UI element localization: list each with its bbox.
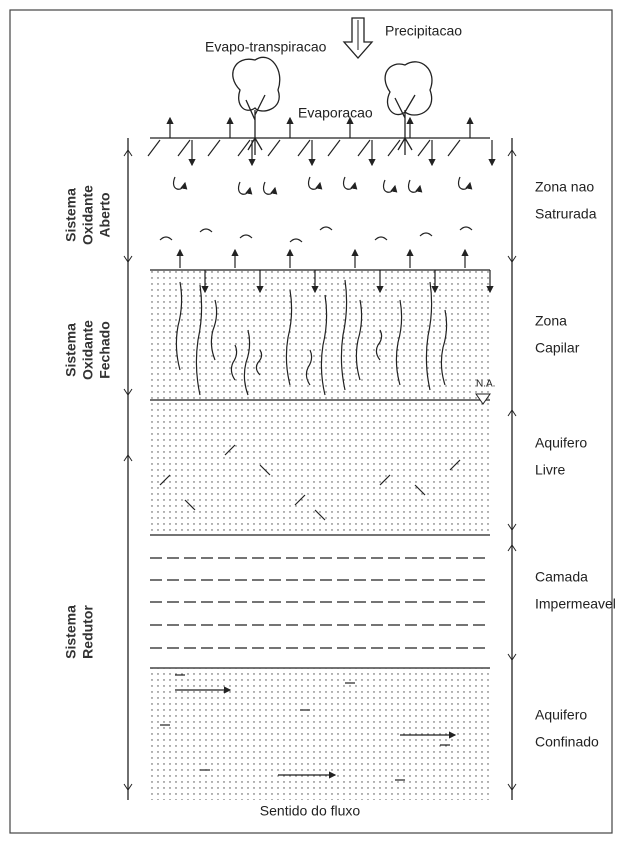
system-label: Sistema [63,323,79,377]
zone-label: Camada [535,569,588,585]
frame [9,9,613,834]
swirl [238,181,253,195]
line [259,464,271,476]
zone-label: Capilar [535,340,580,356]
line [379,474,391,486]
root [255,349,263,376]
root [243,329,251,396]
water-table-symbol [475,393,491,405]
decorations [123,116,517,791]
line [447,139,461,157]
root [175,281,183,371]
evaporation-label: Evaporacao [298,105,373,121]
zone-label: Satrurada [535,206,597,222]
squiggle [199,228,213,233]
line [237,139,251,157]
line [449,459,461,471]
squiggle [374,236,388,241]
line [207,139,221,157]
root [425,281,433,391]
tree [232,56,281,155]
squiggle [319,226,333,231]
squiggle [159,236,173,241]
root [210,299,218,361]
line [267,139,281,157]
root [305,349,313,386]
root [230,344,238,381]
zone-label: Zona [535,313,567,329]
line [184,499,196,511]
system-label: Aberto [97,192,113,237]
zone-label: Aquifero [535,707,587,723]
flow-direction-label: Sentido do fluxo [260,803,361,819]
evapotranspiration-label: Evapo-transpiracao [205,39,327,55]
root [440,309,448,386]
swirl [263,181,278,195]
line [327,139,341,157]
squiggle [459,226,473,231]
root [355,299,363,381]
line [357,139,371,157]
water-table-label: N.A. [476,379,495,390]
system-label: Sistema [63,188,79,242]
zone-label: Livre [535,462,566,478]
free-aquifer [150,400,490,535]
line [387,139,401,157]
zone-label: Impermeavel [535,596,616,612]
zone-label: Zona nao [535,179,594,195]
line [159,474,171,486]
line [294,494,306,506]
root [395,299,403,386]
swirl [308,176,323,190]
zone-label: Aquifero [535,435,587,451]
system-label: Sistema [63,605,79,659]
swirl [408,179,423,193]
root [285,289,293,386]
line [297,139,311,157]
zone-label: Confinado [535,734,599,750]
root [195,284,203,396]
swirl [173,176,188,190]
system-label: Redutor [80,605,96,659]
swirl [343,176,358,190]
line [414,484,426,496]
root [320,294,328,396]
system-label: Oxidante [80,320,96,380]
root [340,279,348,391]
root [375,329,383,361]
system-label: Oxidante [80,185,96,245]
squiggle [419,232,433,237]
system-label: Fechado [97,321,113,379]
tree [384,61,433,155]
squiggle [239,234,253,239]
line [177,139,191,157]
line [224,444,236,456]
line [147,139,161,157]
precipitation-label: Precipitacao [385,23,462,39]
squiggle [289,238,303,243]
swirl [383,179,398,193]
confined-aquifer [150,668,490,800]
line [417,139,431,157]
swirl [458,176,473,190]
line [314,509,326,521]
